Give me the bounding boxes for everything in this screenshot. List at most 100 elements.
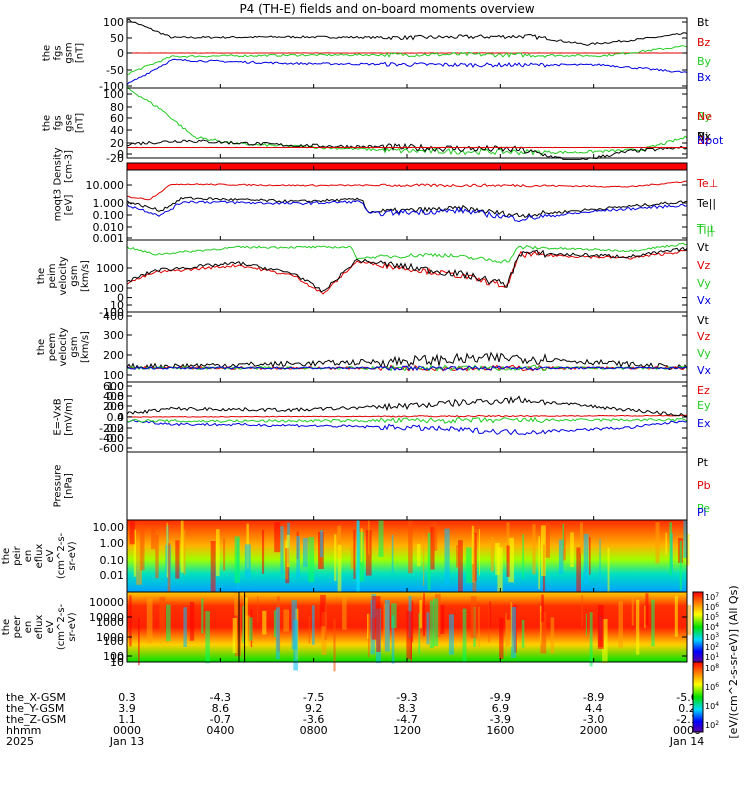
y-tick-label: 400	[103, 310, 124, 323]
x-axis-value: -5.0	[676, 691, 697, 704]
y-tick-label: 100	[103, 282, 124, 295]
spectrogram-streak	[433, 598, 439, 647]
bx-line	[126, 58, 688, 86]
spectrogram-streak	[462, 608, 467, 662]
chart-title: P4 (TH-E) fields and on-board moments ov…	[239, 2, 534, 16]
spectrogram-streak	[581, 595, 583, 627]
spectrogram-streak	[416, 543, 421, 567]
x-axis-value: -9.9	[490, 691, 511, 704]
x-axis-value: -8.9	[583, 691, 604, 704]
legend-vz: Vz	[697, 259, 711, 272]
spectrogram-streak	[356, 520, 360, 592]
spectrogram-streak	[419, 600, 423, 629]
spectrogram-streak	[631, 595, 634, 626]
spectrogram-streak	[244, 544, 251, 578]
ylabel-line: peim	[47, 263, 58, 288]
y-tick-label: -100	[99, 80, 124, 93]
spectrogram-streak	[541, 525, 546, 577]
legend-pi: Pi	[697, 506, 706, 519]
spectrogram-streak	[583, 533, 589, 585]
y-tick-label: 1.000	[93, 197, 125, 210]
x-axis-value: 8.6	[212, 702, 230, 715]
spectrogram-streak	[580, 522, 583, 554]
ylabel-line: peer	[12, 615, 23, 639]
spectrogram-streak	[376, 596, 381, 652]
ylabel-line: the	[36, 339, 47, 355]
y-tick-label: 40	[110, 124, 124, 137]
spectrogram-streak	[337, 525, 342, 559]
spectrogram-streak	[391, 535, 394, 573]
spectrogram-streak	[189, 601, 195, 641]
ylabel-line: E=-VxB	[53, 398, 64, 435]
legend-ex: Ex	[697, 417, 711, 430]
y-tick-label: 0.001	[93, 232, 125, 245]
spectrogram-streak	[353, 529, 356, 579]
y-tick-label: 0.8	[107, 390, 125, 403]
y-tick-label: 0.2	[107, 422, 125, 435]
x-axis-value: -9.3	[396, 691, 417, 704]
spectrogram-streak	[146, 598, 153, 644]
bt-line	[126, 18, 688, 46]
ylabel-line: Pressure	[53, 465, 64, 508]
legend-npot: Npot	[697, 134, 724, 147]
ylabel-line: [nT]	[75, 113, 86, 133]
x-axis-value: Jan 14	[669, 735, 704, 748]
legend-ti||: Ti||	[696, 224, 714, 237]
spectrogram-streak	[655, 522, 660, 564]
spectrogram-streak	[522, 534, 524, 579]
y-tick-label: 600	[103, 380, 124, 393]
panel-ylabel: Pressure [nPa]	[53, 465, 75, 508]
legend-ni: Ni	[697, 130, 708, 143]
spectrogram-streak	[249, 617, 253, 641]
x-axis-value: -0.7	[210, 713, 231, 726]
spectrogram-streak	[223, 538, 226, 571]
x-axis-value: -7.5	[303, 691, 324, 704]
y-tick-label: 20	[110, 137, 124, 150]
spectrogram-streak	[216, 529, 220, 577]
spectrogram-streak	[506, 619, 511, 647]
spectrogram-streak	[262, 610, 267, 635]
spectrogram-streak	[411, 600, 414, 643]
spectrogram-streak	[488, 604, 490, 643]
ylabel-line: eV	[45, 549, 56, 562]
spectrogram-streak	[505, 612, 507, 656]
spectrogram-streak	[133, 529, 136, 577]
spectrogram-streak	[296, 536, 300, 579]
spectrogram-streak	[506, 522, 510, 562]
y-tick-label: -200	[99, 422, 124, 435]
y-tick-label: 0.010	[93, 221, 125, 234]
x-axis-value: 1200	[393, 724, 421, 737]
spectrogram-streak	[167, 543, 171, 599]
ylabel-line: [mV/m]	[64, 398, 75, 436]
y-tick-label: 0.01	[100, 569, 125, 582]
legend-by: By	[697, 110, 712, 123]
panel-frame	[126, 451, 688, 521]
colorbar-tick: 104	[705, 701, 719, 711]
legend-ne: Ne	[697, 110, 712, 123]
spectrogram-streak	[466, 547, 472, 584]
spectrogram-streak	[470, 596, 477, 638]
y-tick-label: 1.0	[107, 380, 125, 393]
ylabel-line: moqt3	[53, 189, 64, 222]
colorbar-tick: 107	[705, 592, 719, 602]
spectrogram-streak	[479, 528, 480, 576]
by-line	[126, 45, 688, 75]
spectrogram-streak	[334, 534, 337, 581]
y-tick-label: 0.100	[93, 209, 125, 222]
spectrogram-streak	[430, 527, 435, 570]
vt-line	[126, 395, 688, 417]
panel-ylabel: the fgs gsm [nT]	[42, 42, 86, 63]
panel-peir-spectrogram: the peir en eflux eV (cm^2-s-sr-eV)1000010001…	[1, 519, 690, 665]
x-axis-value: 9.2	[305, 702, 323, 715]
ylabel-line: the	[1, 619, 12, 635]
y-tick-label: 100	[103, 650, 124, 663]
spectrogram-streak	[166, 522, 168, 578]
legend-vx: Vx	[697, 364, 712, 377]
spectrogram-streak	[342, 596, 347, 630]
spectrogram-streak	[136, 542, 142, 585]
spectrogram-streak	[378, 520, 384, 557]
spectrogram-streak	[602, 618, 608, 663]
spectrogram-streak	[458, 540, 463, 597]
